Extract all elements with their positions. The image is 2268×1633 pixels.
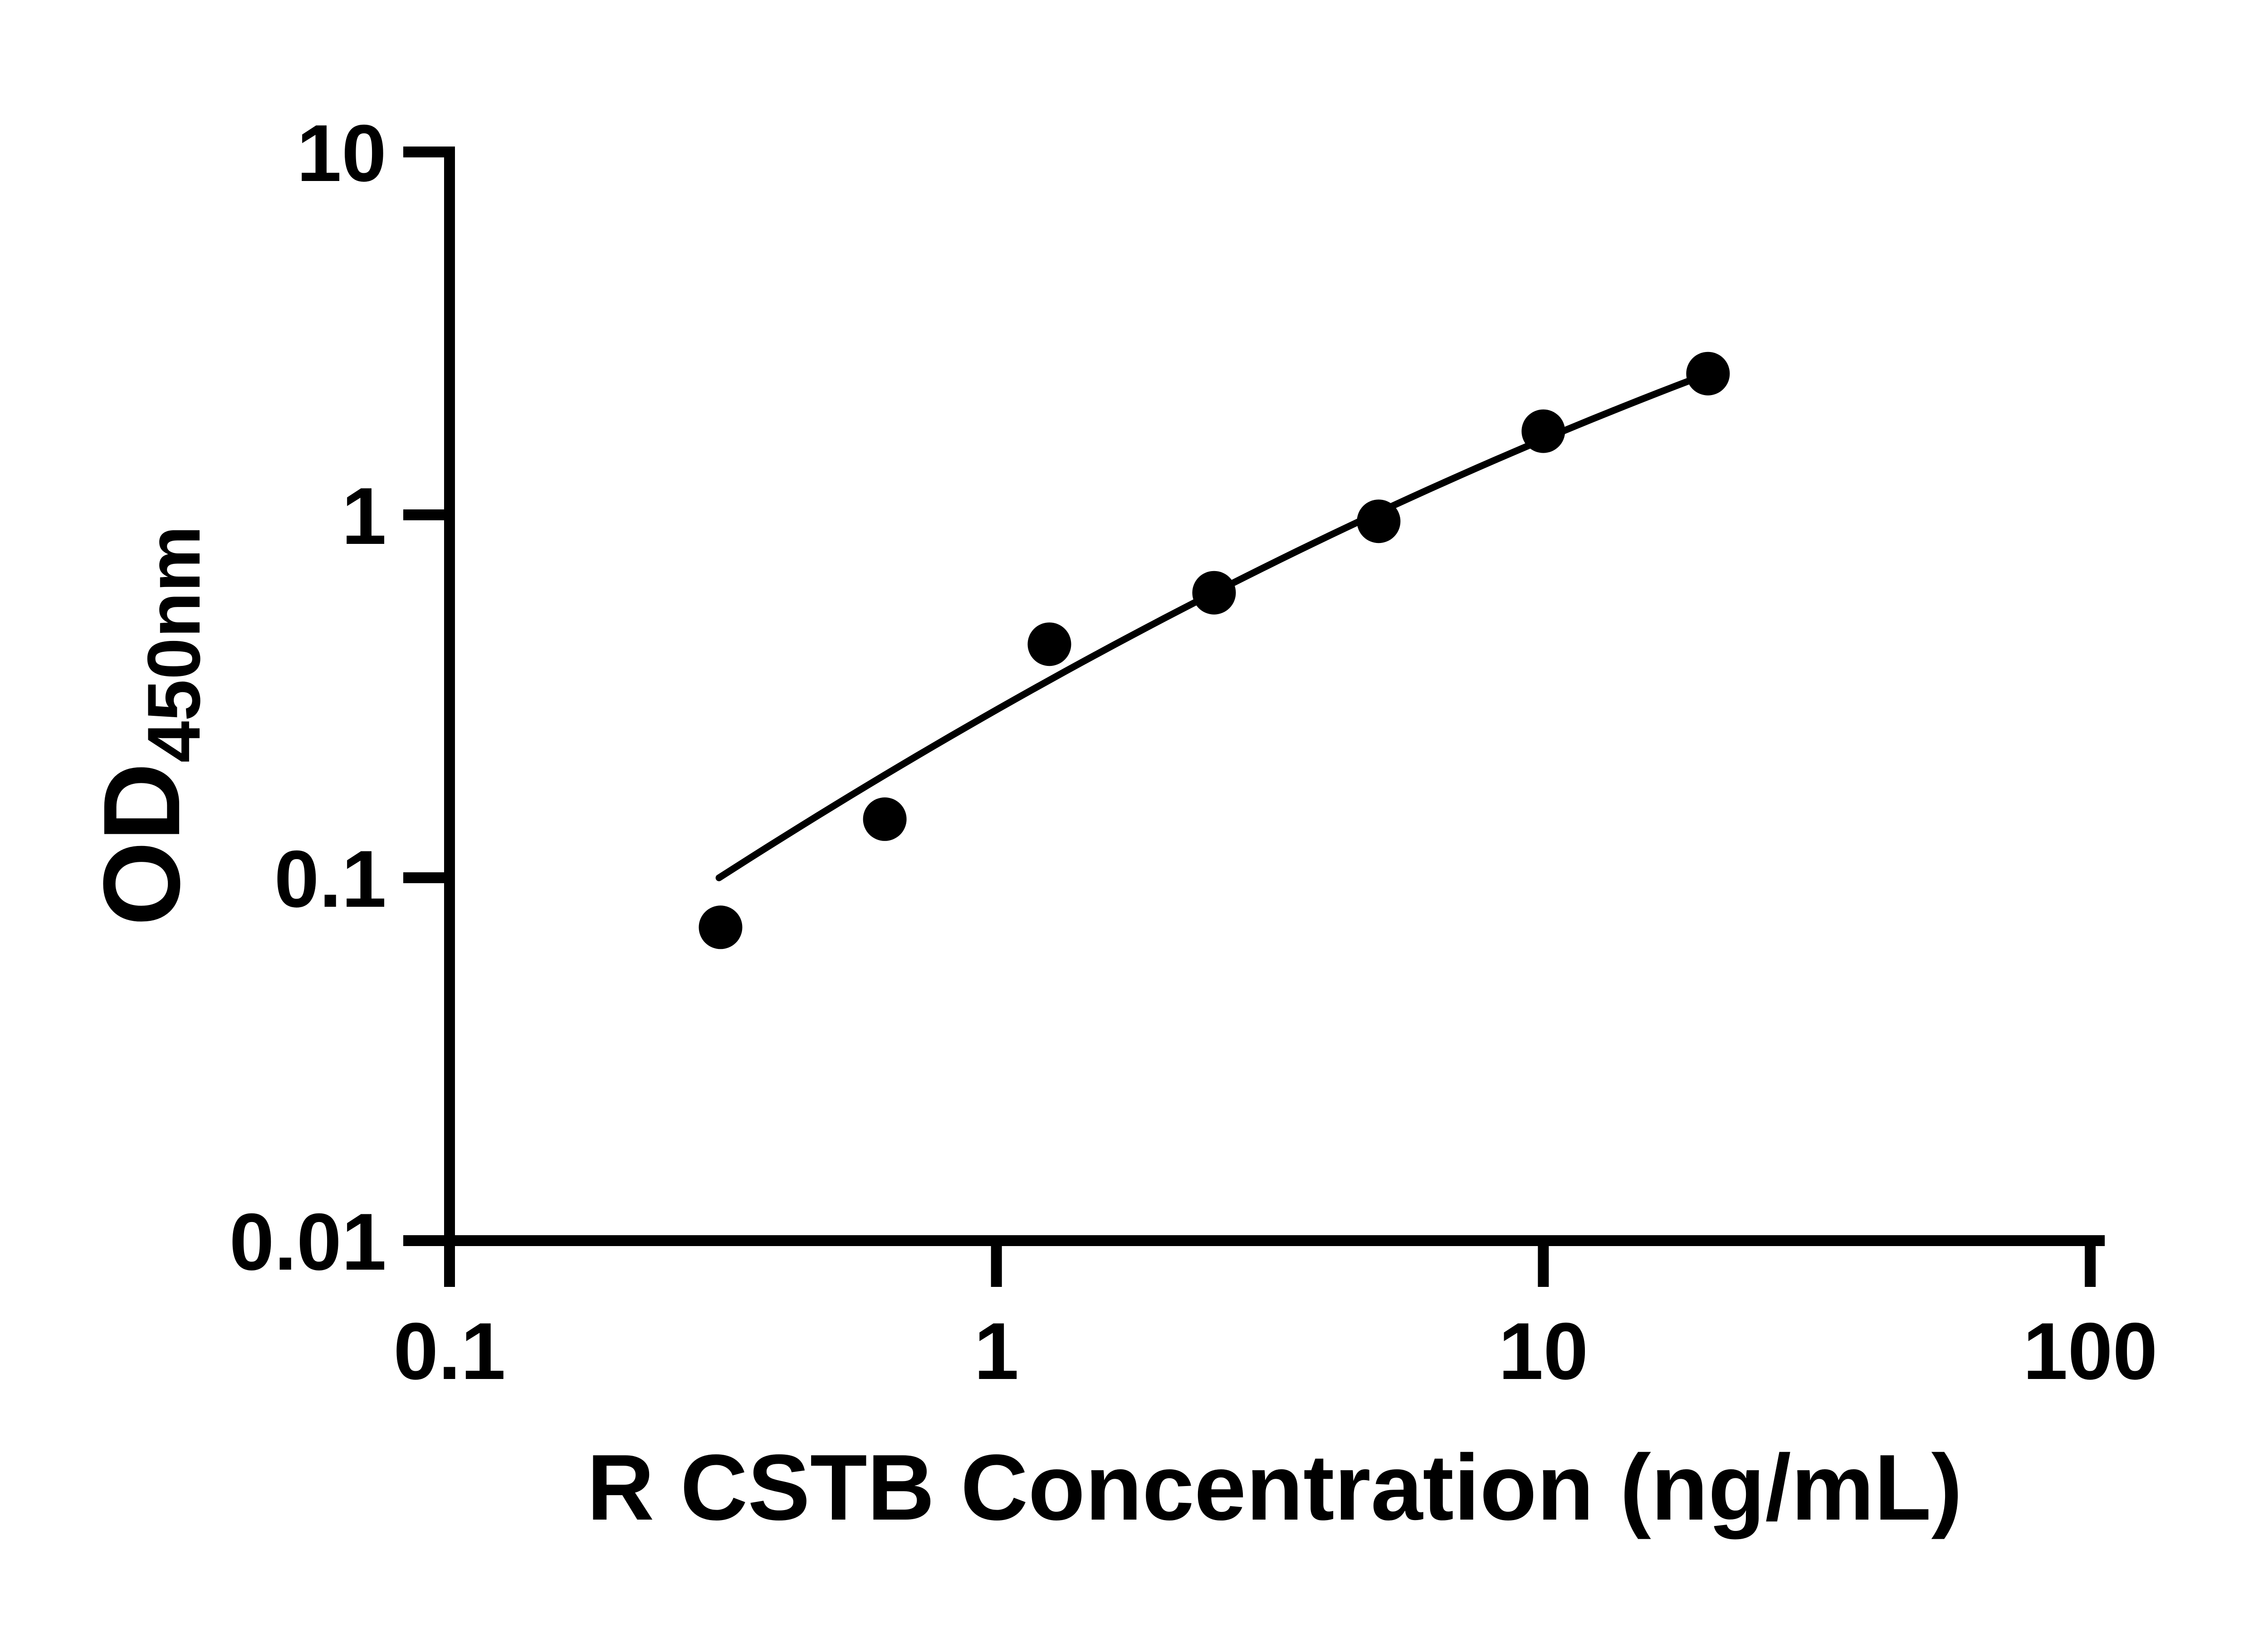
x-tick-label: 1: [974, 1306, 1019, 1396]
x-tick-label: 0.1: [393, 1306, 505, 1396]
data-point: [1192, 571, 1236, 615]
data-point: [863, 797, 907, 841]
y-axis-title: OD450nm: [81, 526, 215, 926]
data-point: [1686, 352, 1730, 396]
fit-curve-line: [715, 370, 1711, 881]
data-point: [1027, 622, 1071, 666]
y-axis-title-main: OD: [81, 763, 202, 926]
x-tick-label: 100: [2023, 1306, 2158, 1396]
x-tick-label: 10: [1498, 1306, 1588, 1396]
y-axis: 10 1 0.1 0.01: [230, 108, 455, 1287]
data-point: [1521, 409, 1565, 453]
y-tick-label: 0.01: [230, 1197, 386, 1287]
y-axis-title-sub: 450nm: [132, 526, 215, 763]
y-tick-label: 1: [342, 471, 386, 561]
data-point: [699, 905, 743, 949]
data-point: [1357, 499, 1401, 543]
y-tick-label: 10: [297, 108, 386, 198]
fit-curve: [715, 370, 1711, 881]
x-axis-title: R CSTB Concentration (ng/mL): [587, 1435, 1963, 1540]
x-axis: 0.1 1 10 100: [393, 1235, 2158, 1396]
y-tick-label: 0.1: [274, 834, 386, 924]
data-points: [699, 352, 1730, 949]
